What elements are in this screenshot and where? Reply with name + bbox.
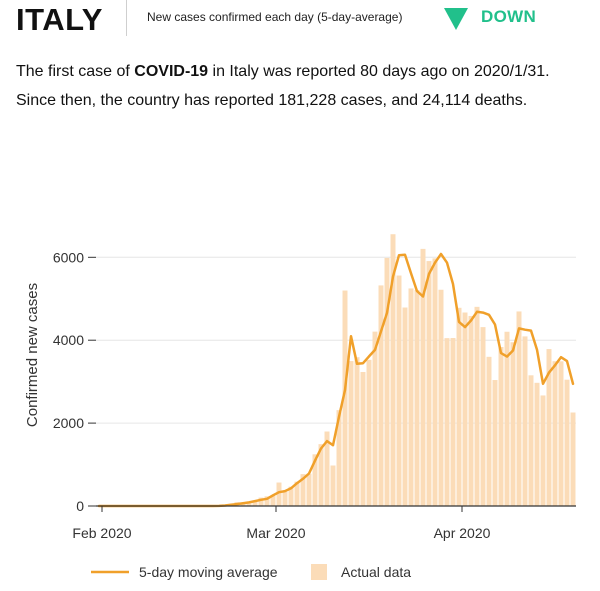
y-tick-label: 4000 bbox=[53, 332, 84, 348]
bar bbox=[318, 444, 324, 506]
summary-text: The first case of COVID-19 in Italy was … bbox=[16, 57, 576, 115]
summary-part-2: in Italy was reported 80 days ago on 202… bbox=[16, 63, 550, 109]
bar bbox=[282, 491, 288, 506]
summary-disease: COVID-19 bbox=[134, 63, 209, 80]
bar bbox=[312, 454, 318, 506]
bar bbox=[570, 412, 576, 506]
cases-chart: 0 2000 4000 6000 Feb 2020 Mar 2020 Apr 2020 Co… bbox=[24, 234, 576, 580]
bar bbox=[414, 290, 420, 506]
bar bbox=[552, 361, 558, 506]
bar bbox=[252, 500, 258, 506]
y-tick-label: 2000 bbox=[53, 415, 84, 431]
bar bbox=[294, 481, 300, 506]
bar bbox=[258, 497, 264, 506]
bar bbox=[300, 474, 306, 506]
bar bbox=[390, 234, 396, 506]
bar bbox=[246, 502, 252, 506]
summary-part-1: The first case of bbox=[16, 63, 135, 80]
axes: 0 2000 4000 6000 Feb 2020 Mar 2020 Apr 2020 bbox=[53, 249, 576, 541]
header-divider bbox=[126, 0, 127, 36]
x-tick-label: Apr 2020 bbox=[434, 525, 491, 541]
bar bbox=[366, 359, 372, 506]
bar bbox=[324, 431, 330, 506]
bar bbox=[402, 307, 408, 506]
bar bbox=[510, 342, 516, 506]
legend: 5-day moving average Actual data bbox=[91, 564, 411, 580]
metric-label: New cases confirmed each day (5-day-aver… bbox=[147, 10, 403, 24]
bar bbox=[564, 379, 570, 506]
bar bbox=[384, 257, 390, 506]
bar bbox=[474, 306, 480, 506]
bar bbox=[342, 290, 348, 506]
country-title: ITALY bbox=[16, 2, 103, 37]
bar bbox=[438, 289, 444, 506]
legend-bar-swatch bbox=[311, 564, 327, 580]
x-tick-label: Feb 2020 bbox=[72, 525, 131, 541]
bar bbox=[504, 331, 510, 506]
bar bbox=[396, 275, 402, 506]
bar bbox=[420, 248, 426, 506]
bar bbox=[528, 375, 534, 506]
bar bbox=[432, 258, 438, 506]
bar bbox=[468, 315, 474, 506]
bar bbox=[486, 356, 492, 506]
bar bbox=[462, 312, 468, 506]
bar bbox=[480, 327, 486, 506]
bar bbox=[492, 380, 498, 506]
legend-line-label: 5-day moving average bbox=[139, 564, 278, 580]
bar bbox=[276, 482, 282, 506]
bar bbox=[558, 361, 564, 506]
bar bbox=[288, 486, 294, 506]
bar bbox=[534, 382, 540, 506]
bar bbox=[450, 338, 456, 506]
bar bbox=[498, 347, 504, 506]
bar bbox=[330, 465, 336, 506]
bar bbox=[456, 307, 462, 506]
bar bbox=[444, 338, 450, 506]
bar bbox=[540, 395, 546, 506]
grid-lines bbox=[96, 256, 576, 424]
y-tick-label: 6000 bbox=[53, 249, 84, 265]
bar bbox=[270, 496, 276, 506]
bar bbox=[408, 288, 414, 506]
bar bbox=[516, 311, 522, 506]
bar bbox=[306, 473, 312, 506]
y-tick-label: 0 bbox=[76, 498, 84, 514]
bar bbox=[546, 349, 552, 506]
down-triangle-icon bbox=[444, 8, 468, 30]
x-tick-label: Mar 2020 bbox=[246, 525, 305, 541]
bar bbox=[360, 371, 366, 506]
trend-label: DOWN bbox=[481, 7, 537, 26]
header: ITALY New cases confirmed each day (5-da… bbox=[0, 0, 600, 40]
bar bbox=[354, 357, 360, 506]
bar bbox=[348, 361, 354, 506]
bar bbox=[336, 410, 342, 506]
bar bbox=[522, 336, 528, 506]
bar bbox=[426, 261, 432, 506]
bar bbox=[372, 331, 378, 506]
bar bbox=[378, 285, 384, 506]
y-axis-title: Confirmed new cases bbox=[24, 283, 41, 427]
bar bbox=[264, 496, 270, 506]
legend-bar-label: Actual data bbox=[341, 564, 411, 580]
actual-data-bars bbox=[138, 234, 576, 506]
